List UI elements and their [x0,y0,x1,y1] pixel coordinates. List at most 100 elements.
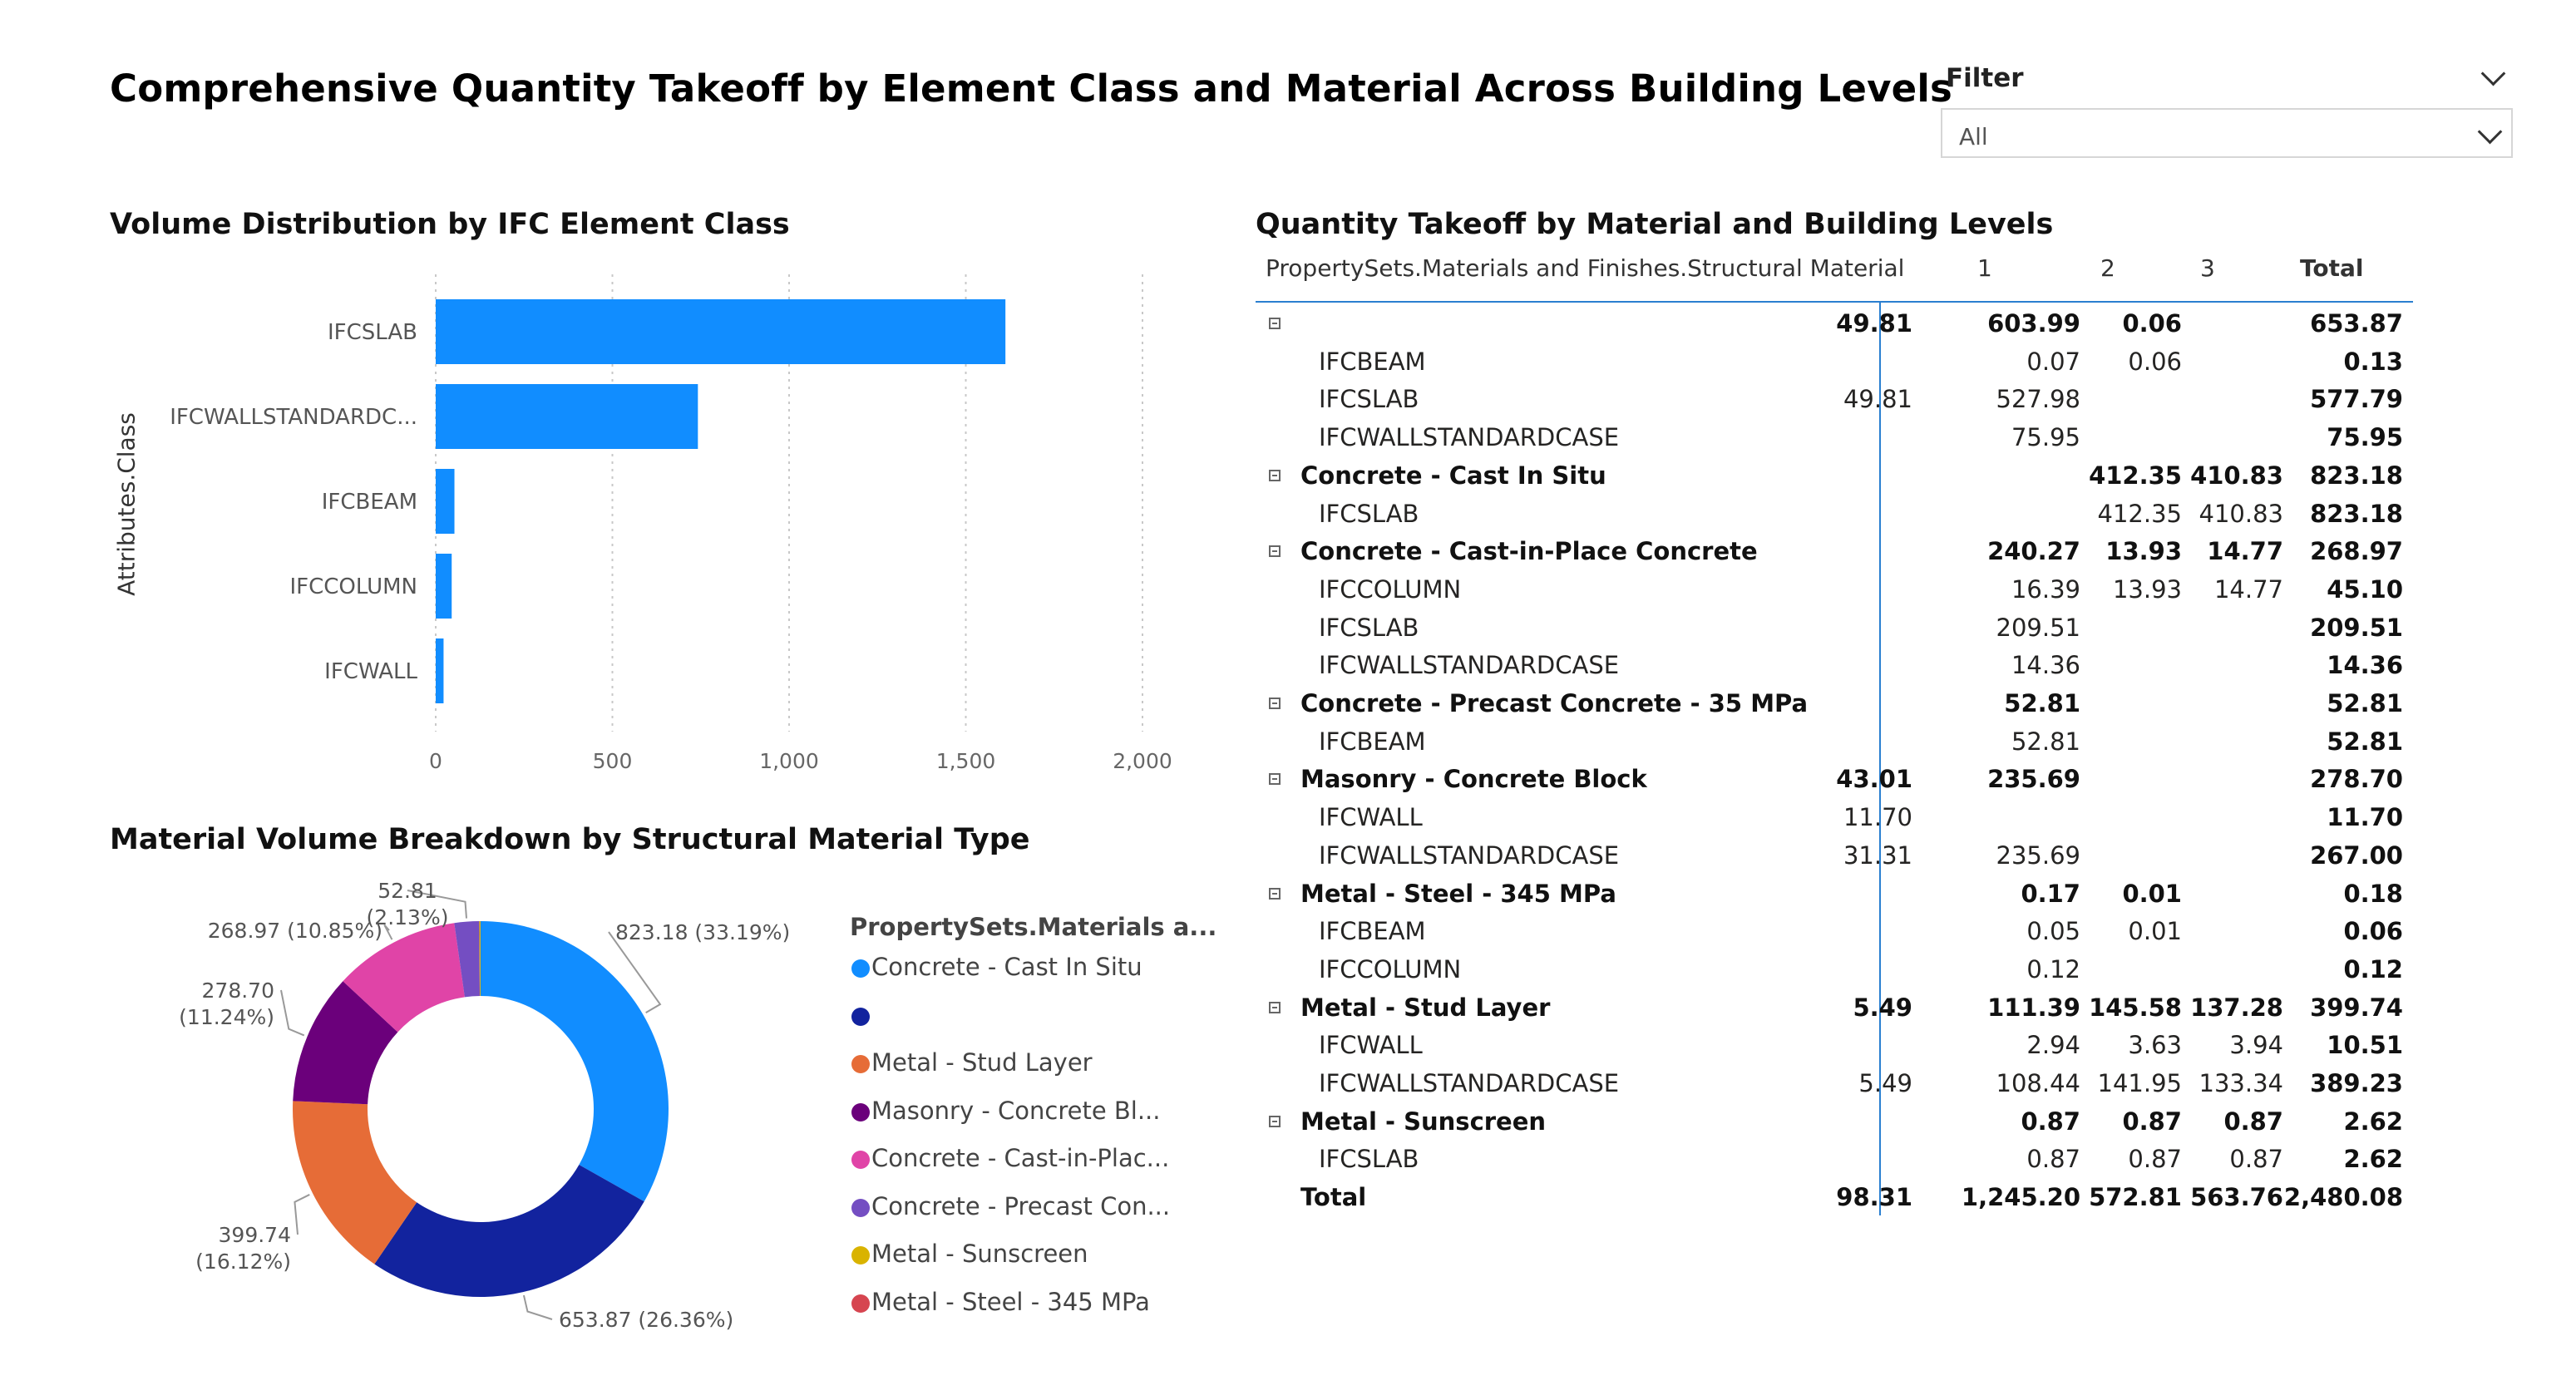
donut-data-label: 268.97 (10.85%) [208,919,382,943]
matrix-row-label: IFCSLAB [1319,613,1419,642]
matrix-row-label: IFCWALLSTANDARDCASE [1319,840,1620,870]
matrix-collapse-icon[interactable] [1269,545,1281,558]
matrix-total-cell: 2.62 [2343,1145,2403,1174]
legend-label: Concrete - Precast Con... [871,1191,1171,1220]
matrix-value-cell: 133.34 [2198,1069,2283,1097]
matrix-collapse-icon[interactable] [1269,887,1281,900]
matrix-header-level-2: 2 [2100,254,2115,282]
matrix-header-total: Total [2300,254,2364,282]
matrix-value-cell: 49.81 [1843,385,1912,414]
matrix-value-cell: 235.69 [1996,840,2080,870]
matrix-group-label: Metal - Steel - 345 MPa [1300,879,1616,908]
matrix-row-label: IFCBEAM [1319,727,1426,756]
matrix-collapse-icon[interactable] [1269,469,1281,481]
matrix-collapse-icon[interactable] [1269,773,1281,786]
donut-slice[interactable] [343,923,465,1033]
donut-data-label: 399.74 (16.12%) [195,1223,291,1274]
matrix-row-label: IFCWALLSTANDARDCASE [1319,651,1620,680]
donut-leader-line [608,931,662,1013]
matrix-value-cell: 145.58 [2089,993,2182,1022]
matrix-value-cell: 0.07 [2026,347,2080,376]
donut-slice[interactable] [293,981,398,1105]
matrix-value-cell: 14.77 [2213,574,2283,604]
matrix-total-cell: 52.81 [2327,689,2403,717]
matrix-value-cell: 52.81 [2004,689,2080,717]
matrix-total-cell: 0.12 [2343,954,2403,983]
matrix-value-cell: 0.05 [2026,917,2080,946]
donut-legend-item[interactable]: Concrete - Cast-in-Plac... [851,1144,1169,1172]
donut-legend-item[interactable]: Concrete - Precast Con... [851,1192,1170,1220]
matrix-total-cell: 10.51 [2327,1031,2403,1060]
donut-legend-item[interactable]: Masonry - Concrete Bl... [851,1097,1161,1125]
matrix-total-cell: 14.36 [2327,651,2403,680]
matrix-collapse-icon[interactable] [1269,1001,1281,1013]
matrix-total-cell: 45.10 [2327,574,2403,604]
matrix-value-cell: 108.44 [1996,1069,2080,1097]
donut-slice[interactable] [481,921,669,1202]
bar-ifcwall[interactable] [436,638,444,703]
donut-legend-item[interactable]: Metal - Sunscreen [851,1240,1088,1268]
bar-x-tick-label: 500 [593,749,633,773]
matrix-value-cell: 16.39 [2011,574,2080,604]
matrix-value-cell: 0.01 [2128,917,2182,946]
donut-chart: 823.18 (33.19%) 653.87 (26.36%) 399.74 (16.… [179,879,790,1332]
donut-slice[interactable] [479,921,481,997]
matrix-collapse-icon[interactable] [1269,698,1281,709]
legend-color-dot-icon [851,1294,870,1313]
donut-leader-line [294,1194,310,1235]
bar-category-label: IFCBEAM [322,490,417,515]
matrix-value-cell: 3.63 [2128,1031,2182,1060]
bar-category-label: IFCWALL [324,659,417,684]
matrix-value-cell: 0.17 [2021,879,2080,908]
matrix-value-cell: 410.83 [2190,461,2283,490]
filter-dropdown[interactable] [1941,108,2513,158]
matrix-value-cell: 111.39 [1987,993,2080,1022]
matrix-total-row-cell: 563.76 [2190,1183,2283,1212]
matrix-value-cell: 11.70 [1843,803,1912,832]
matrix-value-cell: 412.35 [2097,499,2182,528]
donut-legend-item[interactable]: Metal - Stud Layer [851,1048,1093,1077]
bar-ifcbeam[interactable] [436,469,455,534]
matrix-row-label: IFCWALL [1319,1031,1423,1060]
matrix-header-divider [1256,301,2413,303]
matrix-value-cell: 14.36 [2011,651,2080,680]
bar-x-tick-label: 2,000 [1113,749,1172,773]
matrix-row-label: IFCWALL [1319,803,1423,832]
donut-slice[interactable] [374,1164,644,1297]
matrix-value-cell: 0.12 [2026,954,2080,983]
bar-ifccolumn[interactable] [436,554,452,619]
bar-ifcwallstandardc[interactable] [436,384,698,449]
donut-legend-item[interactable]: Metal - Steel - 345 MPa [851,1288,1150,1316]
matrix-header-material: PropertySets.Materials and Finishes.Stru… [1266,254,1905,282]
matrix-group-label: Masonry - Concrete Block [1300,765,1647,794]
matrix-row-label: IFCSLAB [1319,1145,1419,1174]
matrix-value-cell: 137.28 [2190,993,2283,1022]
bar-x-tick-label: 0 [429,749,442,773]
matrix-value-cell: 209.51 [1996,613,2080,642]
legend-label: Masonry - Concrete Bl... [871,1096,1161,1125]
page-title: Comprehensive Quantity Takeoff by Elemen… [110,67,1952,111]
matrix-value-cell: 603.99 [1987,309,2080,338]
donut-slice[interactable] [454,921,481,998]
matrix-collapse-icon[interactable] [1269,1115,1281,1127]
bar-x-tick-label: 1,000 [759,749,819,773]
legend-label: Metal - Steel - 345 MPa [871,1287,1150,1316]
matrix-value-cell: 412.35 [2089,461,2182,490]
matrix-value-cell: 240.27 [1987,537,2080,566]
matrix-group-label: Metal - Sunscreen [1300,1107,1547,1136]
bar-ifcslab[interactable] [436,299,1006,364]
matrix-total-cell: 823.18 [2310,461,2403,490]
matrix-total-cell: 0.18 [2343,879,2403,908]
donut-leader-line [407,890,467,919]
matrix-header-level-1: 1 [1977,254,1992,282]
matrix-collapse-icon[interactable] [1269,318,1281,329]
donut-slice[interactable] [293,1101,417,1264]
donut-legend-item[interactable] [851,1001,871,1029]
donut-legend-item[interactable]: Concrete - Cast In Situ [851,953,1142,981]
matrix-value-cell: 0.87 [2229,1145,2283,1174]
matrix-value-cell: 527.98 [1996,385,2080,414]
legend-color-dot-icon [851,1246,870,1264]
bar-chart-title: Volume Distribution by IFC Element Class [110,208,790,241]
legend-color-dot-icon [851,1198,870,1217]
matrix-value-cell: 0.87 [2128,1145,2182,1174]
